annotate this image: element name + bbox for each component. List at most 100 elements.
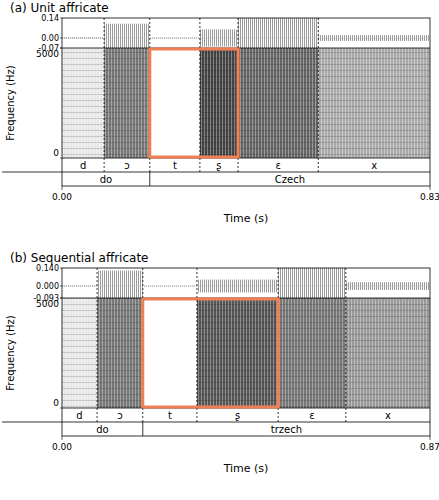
wave-tick xyxy=(60,286,62,287)
wave-tick xyxy=(60,298,62,299)
word-label: do xyxy=(100,174,112,185)
figure: (a) Unit affricatedɔtʂɛxdoCzech0.140.00-… xyxy=(0,0,439,500)
frame xyxy=(62,268,430,436)
spectral-energy xyxy=(143,298,197,408)
phone-label: ʂ xyxy=(216,160,221,171)
spectral-energy xyxy=(150,48,200,158)
wave-tick-label: 0.14 xyxy=(41,14,59,23)
phone-boundary xyxy=(345,268,346,422)
phone-label: ɛ xyxy=(275,160,280,171)
wave-tick-label: 0.000 xyxy=(36,282,59,291)
freq-tick-label: 0 xyxy=(53,148,59,158)
time-tick xyxy=(62,436,63,440)
time-tick-label: 0.00 xyxy=(52,442,72,452)
zero-line xyxy=(62,286,430,287)
wave-envelope xyxy=(278,268,346,298)
freq-tick xyxy=(60,158,62,159)
panel-title: (a) Unit affricate xyxy=(10,1,109,15)
phone-label: t xyxy=(168,410,172,421)
freq-tick-label: 0 xyxy=(53,398,59,408)
phone-boundary xyxy=(196,268,197,422)
time-tick xyxy=(430,436,431,440)
phone-boundary xyxy=(199,18,200,172)
freq-tick xyxy=(60,408,62,409)
wave-envelope xyxy=(97,271,143,298)
phone-boundary xyxy=(318,18,319,172)
word-boundary xyxy=(142,422,143,436)
word-label: do xyxy=(96,424,108,435)
wave-tick xyxy=(60,48,62,49)
y-axis-label: Frequency (Hz) xyxy=(5,315,16,391)
spectrogram xyxy=(62,48,430,158)
striation xyxy=(62,298,97,408)
striation xyxy=(200,48,238,158)
time-tick-label: 0.00 xyxy=(52,192,72,202)
phone-label: d xyxy=(76,410,82,421)
time-tick xyxy=(62,186,63,190)
striation xyxy=(346,298,430,408)
phone-label: x xyxy=(385,410,391,421)
phone-label: ɛ xyxy=(309,410,314,421)
spectral-energy xyxy=(104,48,150,158)
highlight-box xyxy=(143,299,278,407)
wave-envelope xyxy=(104,24,150,48)
divider xyxy=(62,172,430,173)
phone-label: t xyxy=(173,160,177,171)
spectral-energy xyxy=(62,298,97,408)
waveform xyxy=(62,268,430,298)
tier-divider xyxy=(2,172,62,173)
panel: (a) Unit affricatedɔtʂɛxdoCzech0.140.00-… xyxy=(2,1,439,225)
word-boundary xyxy=(149,172,150,186)
striation xyxy=(238,48,318,158)
wave-envelope xyxy=(238,18,318,48)
spectral-energy xyxy=(97,298,143,408)
phone-label: ɔ xyxy=(124,160,130,171)
phone-label: ɔ xyxy=(117,410,123,421)
phone-label: d xyxy=(80,160,86,171)
phone-label: ʂ xyxy=(235,410,240,421)
panel: (b) Sequential affricatedɔtʂɛxdotrzech0.… xyxy=(2,251,439,475)
frame xyxy=(62,18,430,186)
divider xyxy=(62,158,430,159)
spectral-energy xyxy=(346,298,430,408)
wave-tick xyxy=(60,18,62,19)
spectral-energy xyxy=(238,48,318,158)
wave-tick xyxy=(60,38,62,39)
phone-boundary xyxy=(97,268,98,422)
divider xyxy=(62,48,430,49)
striation xyxy=(278,298,346,408)
divider xyxy=(62,422,430,423)
striation xyxy=(104,48,150,158)
striation xyxy=(197,298,278,408)
spectral-energy xyxy=(197,298,278,408)
spectral-energy xyxy=(200,48,238,158)
spectral-energy xyxy=(278,298,346,408)
spectral-energy xyxy=(318,48,430,158)
wave-tick-label: 0.00 xyxy=(41,34,59,43)
zero-line xyxy=(62,38,430,39)
y-axis-label: Frequency (Hz) xyxy=(5,65,16,141)
freq-tick-label: 5000 xyxy=(36,299,59,309)
time-tick-label: 0.83 xyxy=(420,192,439,202)
wave-tick xyxy=(60,268,62,269)
spectral-energy xyxy=(62,48,104,158)
phone-boundary xyxy=(104,18,105,172)
freq-tick xyxy=(60,298,62,299)
time-tick xyxy=(430,186,431,190)
waveform xyxy=(62,18,430,48)
tier-divider xyxy=(2,422,62,423)
time-tick-label: 0.87 xyxy=(420,442,439,452)
striation xyxy=(318,48,430,158)
striation xyxy=(62,48,104,158)
word-label: Czech xyxy=(275,174,305,185)
highlight-box xyxy=(150,49,238,157)
spectrogram xyxy=(62,298,430,408)
wave-tick-label: 0.140 xyxy=(36,264,59,273)
panel-title: (b) Sequential affricate xyxy=(10,251,148,265)
freq-tick-label: 5000 xyxy=(36,49,59,59)
phone-label: x xyxy=(371,160,377,171)
striation xyxy=(97,298,143,408)
x-axis-label: Time (s) xyxy=(223,212,269,225)
x-axis-label: Time (s) xyxy=(223,462,269,475)
freq-tick xyxy=(60,48,62,49)
